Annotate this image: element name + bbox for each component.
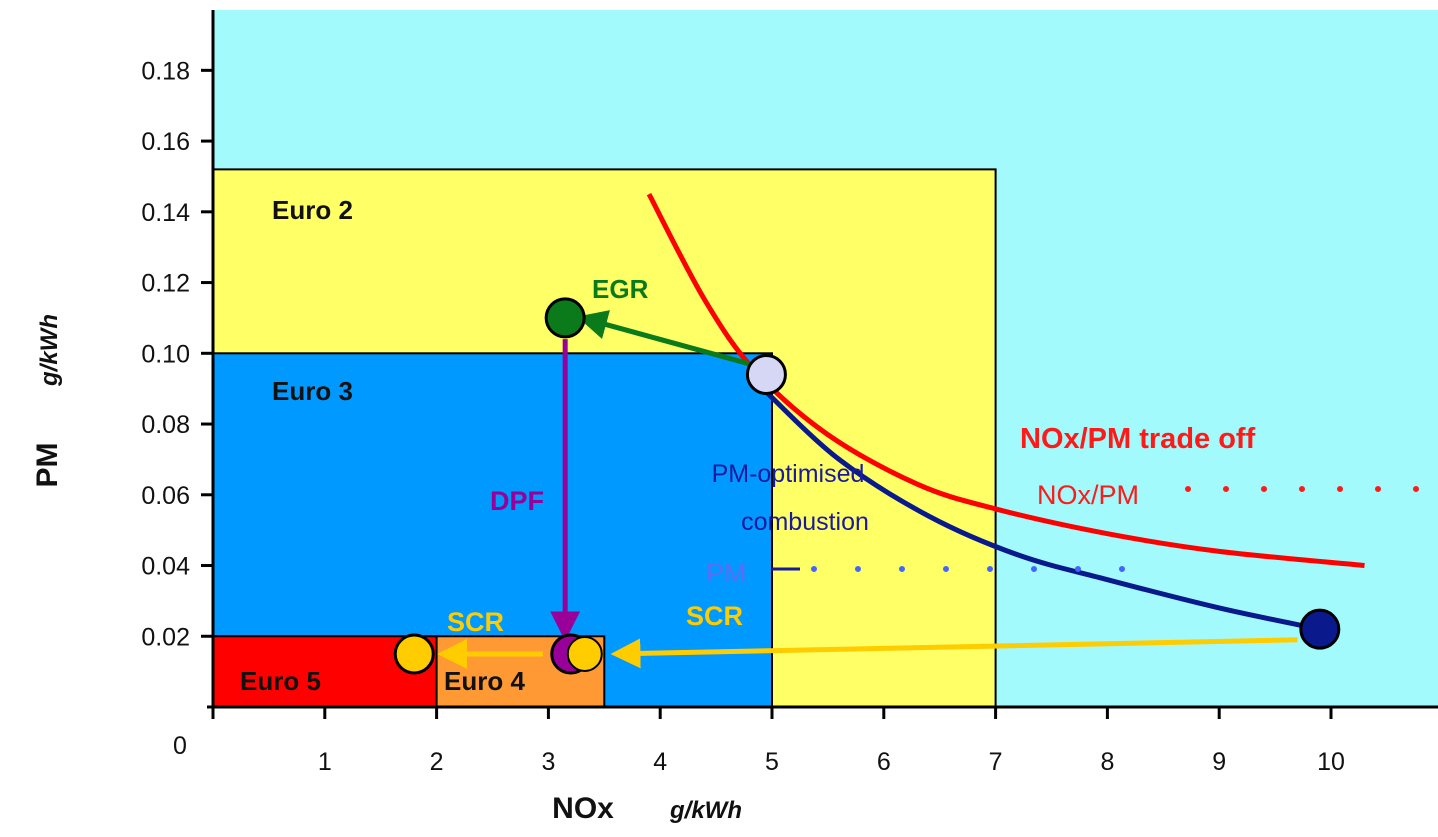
- point-scr-euro4: [568, 637, 602, 671]
- pm-label: PM: [706, 558, 747, 588]
- y-tick-label: 0.04: [141, 553, 190, 581]
- point-pm-optimised: [1301, 610, 1339, 648]
- x-tick-label: 1: [318, 748, 332, 776]
- y-tick-label: 0.06: [141, 482, 190, 510]
- y-tick-label: 0.10: [141, 340, 190, 368]
- euro-regions: [213, 169, 996, 707]
- scr-left-label: SCR: [447, 607, 504, 637]
- x-tick-label: 3: [541, 748, 555, 776]
- y-axis-title: PM: [31, 443, 64, 488]
- y-axis-unit: g/kWh: [36, 314, 63, 387]
- region-label-euro5: Euro 5: [240, 666, 321, 696]
- y-tick-label: 0.16: [141, 128, 190, 156]
- x-tick-label: 5: [765, 748, 779, 776]
- x-tick-label: 2: [430, 748, 444, 776]
- x-tick-label: 7: [989, 748, 1003, 776]
- region-label-euro2: Euro 2: [272, 195, 353, 225]
- x-tick-label: 4: [653, 748, 667, 776]
- tradeoff-title: NOx/PM trade off: [1020, 423, 1256, 455]
- y-tick-label: 0.02: [141, 623, 190, 651]
- combustion-label: combustion: [741, 508, 869, 536]
- region-label-euro4: Euro 4: [444, 666, 525, 696]
- y-tick-label: 0.18: [141, 57, 190, 85]
- y-tick-label: 0.14: [141, 199, 190, 227]
- x-axis-unit: g/kWh: [669, 797, 742, 824]
- x-tick-label: 6: [877, 748, 891, 776]
- point-egr: [546, 299, 584, 337]
- dpf-label: DPF: [490, 486, 544, 516]
- region-label-euro3: Euro 3: [272, 376, 353, 406]
- x-axis-title: NOx: [552, 792, 614, 825]
- egr-label: EGR: [592, 274, 649, 304]
- scr-right-label: SCR: [686, 601, 743, 631]
- y-axis-ticks: 0.02 0.04 0.06 0.08 0.10 0.12 0.14 0.16 0.18: [141, 57, 213, 651]
- origin-label: 0: [173, 732, 187, 760]
- x-axis-ticks: 1 2 3 4 5 6 7 8 9 10: [318, 707, 1345, 776]
- point-scr-euro5: [395, 635, 433, 673]
- nox-pm-label: NOx/PM: [1037, 480, 1139, 510]
- x-tick-label: 10: [1317, 748, 1345, 776]
- y-tick-label: 0.08: [141, 411, 190, 439]
- x-tick-label: 9: [1212, 748, 1226, 776]
- pm-optimised-label: PM-optimised: [712, 460, 865, 488]
- x-tick-label: 8: [1100, 748, 1114, 776]
- y-tick-label: 0.12: [141, 270, 190, 298]
- point-base: [747, 356, 785, 394]
